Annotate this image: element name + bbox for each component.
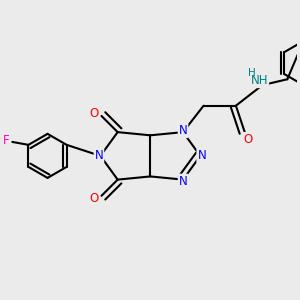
Text: N: N (179, 175, 188, 188)
Text: O: O (89, 106, 99, 119)
Text: N: N (94, 149, 103, 162)
Text: N: N (179, 124, 188, 137)
Text: N: N (197, 149, 206, 162)
Text: O: O (89, 192, 99, 205)
Text: NH: NH (251, 74, 268, 87)
Text: O: O (243, 133, 252, 146)
Text: H: H (248, 68, 256, 78)
Text: F: F (2, 134, 9, 147)
